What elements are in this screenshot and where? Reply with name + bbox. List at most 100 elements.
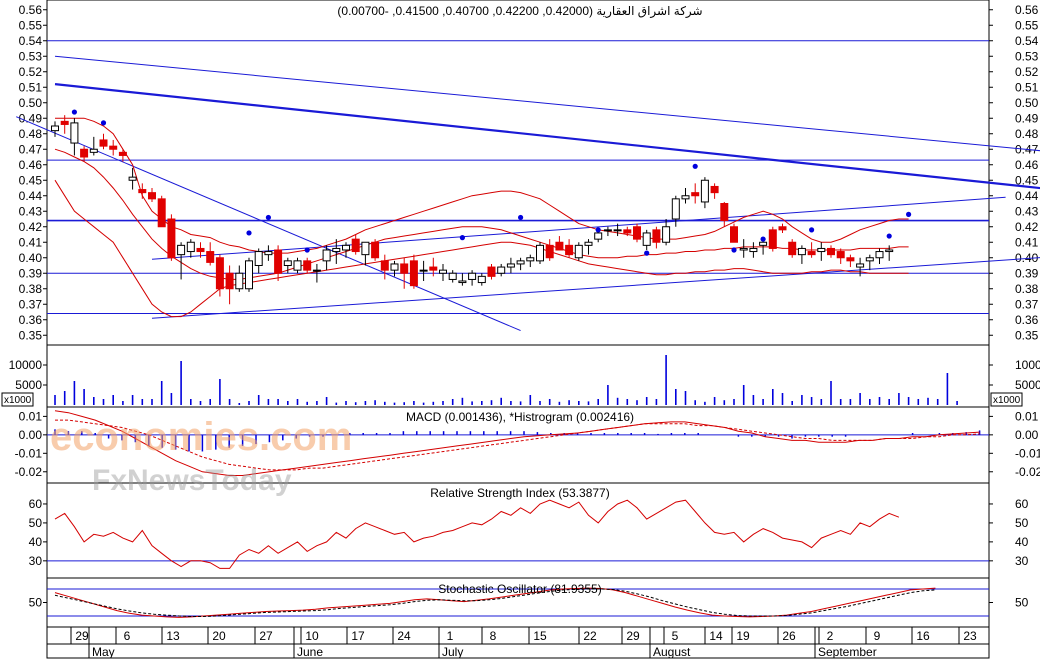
candle-body [371,241,380,259]
price-tick-right: 0.48 [1015,127,1039,141]
candle-body [148,192,156,200]
candle-body [89,148,98,153]
price-tick-left: 0.35 [19,328,43,342]
price-tick-left: 0.38 [19,282,43,296]
price-tick-right: 0.56 [1015,3,1039,17]
day-tick-label: 15 [533,629,547,643]
price-tick-left: 0.48 [19,127,43,141]
candle-body [118,151,127,156]
price-tick-right: 0.55 [1015,18,1039,32]
candle-body [293,260,302,271]
candle-body [817,247,826,253]
candle-body [264,251,273,256]
candle-body [206,251,215,263]
price-tick-left: 0.55 [19,18,43,32]
candle-body [788,241,797,256]
candle-body [109,145,118,150]
trendline [151,196,1006,260]
candle-body [691,192,700,197]
day-tick-label: 5 [672,629,679,643]
candle-body [351,238,360,253]
candle-body [797,247,806,256]
candle-body [51,125,59,132]
candle-body [245,260,253,290]
candle-body [856,263,865,268]
price-tick-left: 0.41 [19,235,43,249]
candle-body [865,257,874,262]
candle-body [448,272,457,280]
rsi-tick-left: 40 [29,535,43,549]
price-tick-left: 0.44 [19,189,43,203]
macd-tick-right: -0.01 [1015,446,1040,460]
day-tick-label: 1 [447,629,454,643]
candle-body [768,229,777,249]
macd-panel: 0.01 0.01 0.00 0.00 -0.01 -0.01 -0.02 -0.02 [15,409,1040,478]
stoch-tick-right: 50 [1015,596,1029,610]
stoch-title: Stochastic Oscillator (81.9355) [438,582,601,596]
candle-body [99,139,108,147]
day-tick-label: 8 [490,629,497,643]
signal-dot [459,235,465,241]
price-tick-left: 0.54 [19,34,43,48]
candle-body [80,148,89,158]
day-tick-label: 22 [583,629,597,643]
price-tick-left: 0.49 [19,111,43,125]
price-tick-left: 0.52 [19,65,43,79]
volume-tick-right: 10000 [1015,358,1040,372]
day-tick-label: 19 [736,629,750,643]
candle-body [274,249,283,274]
candle-body [468,272,477,280]
candle-body [623,229,632,234]
price-tick-right: 0.40 [1015,251,1039,265]
volume-tick-left: 5000 [15,378,42,392]
rsi-tick-right: 50 [1015,516,1029,530]
price-tick-right: 0.38 [1015,282,1039,296]
macd-title: MACD (0.001436), *Histrogram (0.002416) [406,410,634,424]
candle-body [419,269,428,272]
candle-body [574,244,583,259]
price-tick-right: 0.45 [1015,173,1039,187]
candle-body [526,257,535,262]
candle-body [885,249,894,253]
macd-tick-right: 0.00 [1015,428,1039,442]
candle-body [759,241,768,246]
trendline [54,83,1040,190]
candle-body [303,260,312,271]
macd-tick-right: -0.02 [1015,465,1040,479]
trendline [54,55,1040,152]
day-tick-label: 13 [166,629,180,643]
signal-dot [265,214,271,221]
day-tick-label: 29 [626,629,640,643]
volume-unit-box-right [990,392,1023,407]
trendline [16,116,521,332]
price-tick-right: 0.54 [1015,34,1039,48]
price-tick-right: 0.46 [1015,158,1039,172]
price-tick-right: 0.42 [1015,220,1039,234]
price-tick-left: 0.39 [19,266,43,280]
price-tick-left: 0.36 [19,313,43,327]
macd-tick-left: 0.01 [19,409,43,423]
day-tick-label: 20 [212,629,226,643]
bollinger-lower-line [54,179,909,318]
candle-body [439,269,447,274]
signal-dot [304,247,310,253]
signal-dot [246,230,252,236]
price-tick-left: 0.51 [19,80,43,94]
candle-body [196,247,205,253]
day-tick-label: 10 [305,629,319,643]
macd-tick-left: -0.02 [15,465,43,479]
rsi-title: Relative Strength Index (53.3877) [430,486,609,500]
candle-body [390,263,399,271]
candle-body [322,249,331,262]
price-tick-left: 0.56 [19,3,43,17]
volume-unit-label-right: x1000 [993,395,1021,406]
watermark-economies: economies.com [50,415,352,459]
candle-body [633,226,641,240]
price-tick-right: 0.51 [1015,80,1039,94]
candle-body [186,241,195,253]
rsi-tick-right: 60 [1015,497,1029,511]
candle-body [361,241,370,256]
price-tick-left: 0.37 [19,297,43,311]
signal-dot [906,211,912,217]
